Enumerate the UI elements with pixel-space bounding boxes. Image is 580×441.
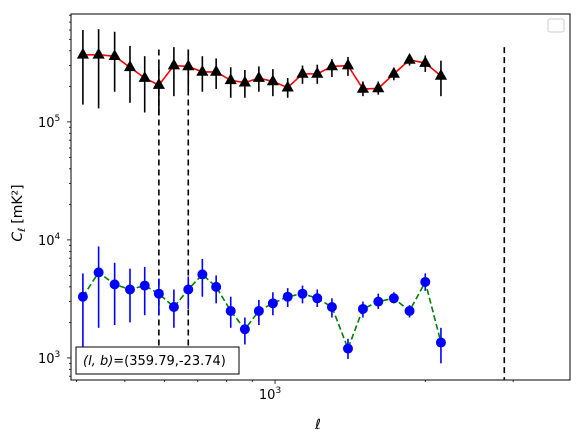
ylabel-symbol: C: [10, 232, 26, 242]
data-point-circle: [435, 337, 446, 348]
data-point-circle: [420, 276, 431, 287]
annotation-text: (l, b)=(359.79,-23.74): [83, 354, 226, 369]
data-point-circle: [326, 302, 337, 313]
data-point-triangle: [325, 59, 339, 71]
ylabel-subscript: ℓ: [17, 228, 28, 232]
x-tick-exponent: 3: [275, 386, 281, 396]
data-point-triangle: [210, 64, 223, 76]
data-point-triangle: [138, 71, 151, 82]
data-point-triangle: [167, 58, 180, 70]
data-point-circle: [253, 305, 264, 316]
y-axis-label: Cℓ [mK²]: [10, 184, 28, 241]
data-point-circle: [225, 305, 236, 316]
data-point-circle: [342, 343, 353, 354]
y-tick-exponent: 4: [55, 232, 61, 242]
y-tick-exponent: 3: [55, 350, 61, 360]
data-point-triangle: [76, 47, 89, 59]
data-point-triangle: [196, 64, 209, 76]
data-point-triangle: [311, 66, 324, 78]
data-point-triangle: [224, 73, 237, 85]
data-point-circle: [357, 303, 368, 314]
annotation-values: =(359.79,-23.74): [113, 354, 226, 369]
data-point-circle: [239, 324, 250, 335]
data-point-circle: [267, 298, 278, 309]
data-point-triangle: [341, 58, 355, 70]
data-point-circle: [153, 288, 164, 299]
annotation-frame: [75, 346, 240, 375]
data-point-triangle: [434, 68, 448, 80]
data-point-circle: [211, 281, 222, 292]
data-point-triangle: [252, 71, 265, 82]
data-point-triangle: [108, 49, 121, 61]
series-circle: [77, 246, 446, 364]
data-point-triangle: [387, 66, 400, 78]
data-point-triangle: [182, 59, 195, 71]
annotation-prefix: (l, b): [83, 354, 113, 369]
data-point-circle: [109, 279, 120, 290]
data-point-circle: [404, 305, 415, 316]
annotation-box: (l, b)=(359.79,-23.74): [75, 346, 240, 375]
data-point-circle: [168, 302, 179, 313]
ylabel-unit: [mK²]: [10, 184, 26, 223]
data-point-circle: [388, 293, 399, 304]
data-point-triangle: [356, 81, 370, 93]
data-point-triangle: [281, 80, 294, 92]
data-point-triangle: [419, 56, 432, 67]
data-point-circle: [282, 291, 293, 302]
x-axis-label: ℓ: [314, 417, 321, 433]
data-point-circle: [373, 296, 384, 307]
data-point-triangle: [238, 75, 251, 87]
data-point-circle: [139, 280, 150, 291]
data-point-circle: [297, 288, 308, 299]
data-point-circle: [124, 284, 135, 295]
data-point-circle: [312, 293, 323, 304]
data-point-triangle: [372, 81, 385, 93]
legend-box: [547, 18, 565, 33]
data-point-triangle: [296, 66, 309, 78]
data-point-circle: [197, 269, 208, 280]
dashed-reference-lines: [158, 47, 506, 380]
data-point-circle: [77, 291, 88, 302]
data-point-triangle: [152, 78, 165, 89]
data-point-triangle: [266, 74, 279, 86]
plot-frame: [70, 13, 571, 381]
data-point-triangle: [123, 60, 137, 72]
data-point-circle: [93, 267, 104, 278]
data-point-triangle: [92, 47, 105, 59]
data-point-circle: [183, 284, 194, 295]
y-tick-exponent: 5: [55, 114, 61, 124]
data-point-triangle: [403, 52, 416, 64]
data-series: [76, 29, 448, 364]
plot-area: [71, 14, 570, 380]
series-triangle: [76, 29, 448, 115]
